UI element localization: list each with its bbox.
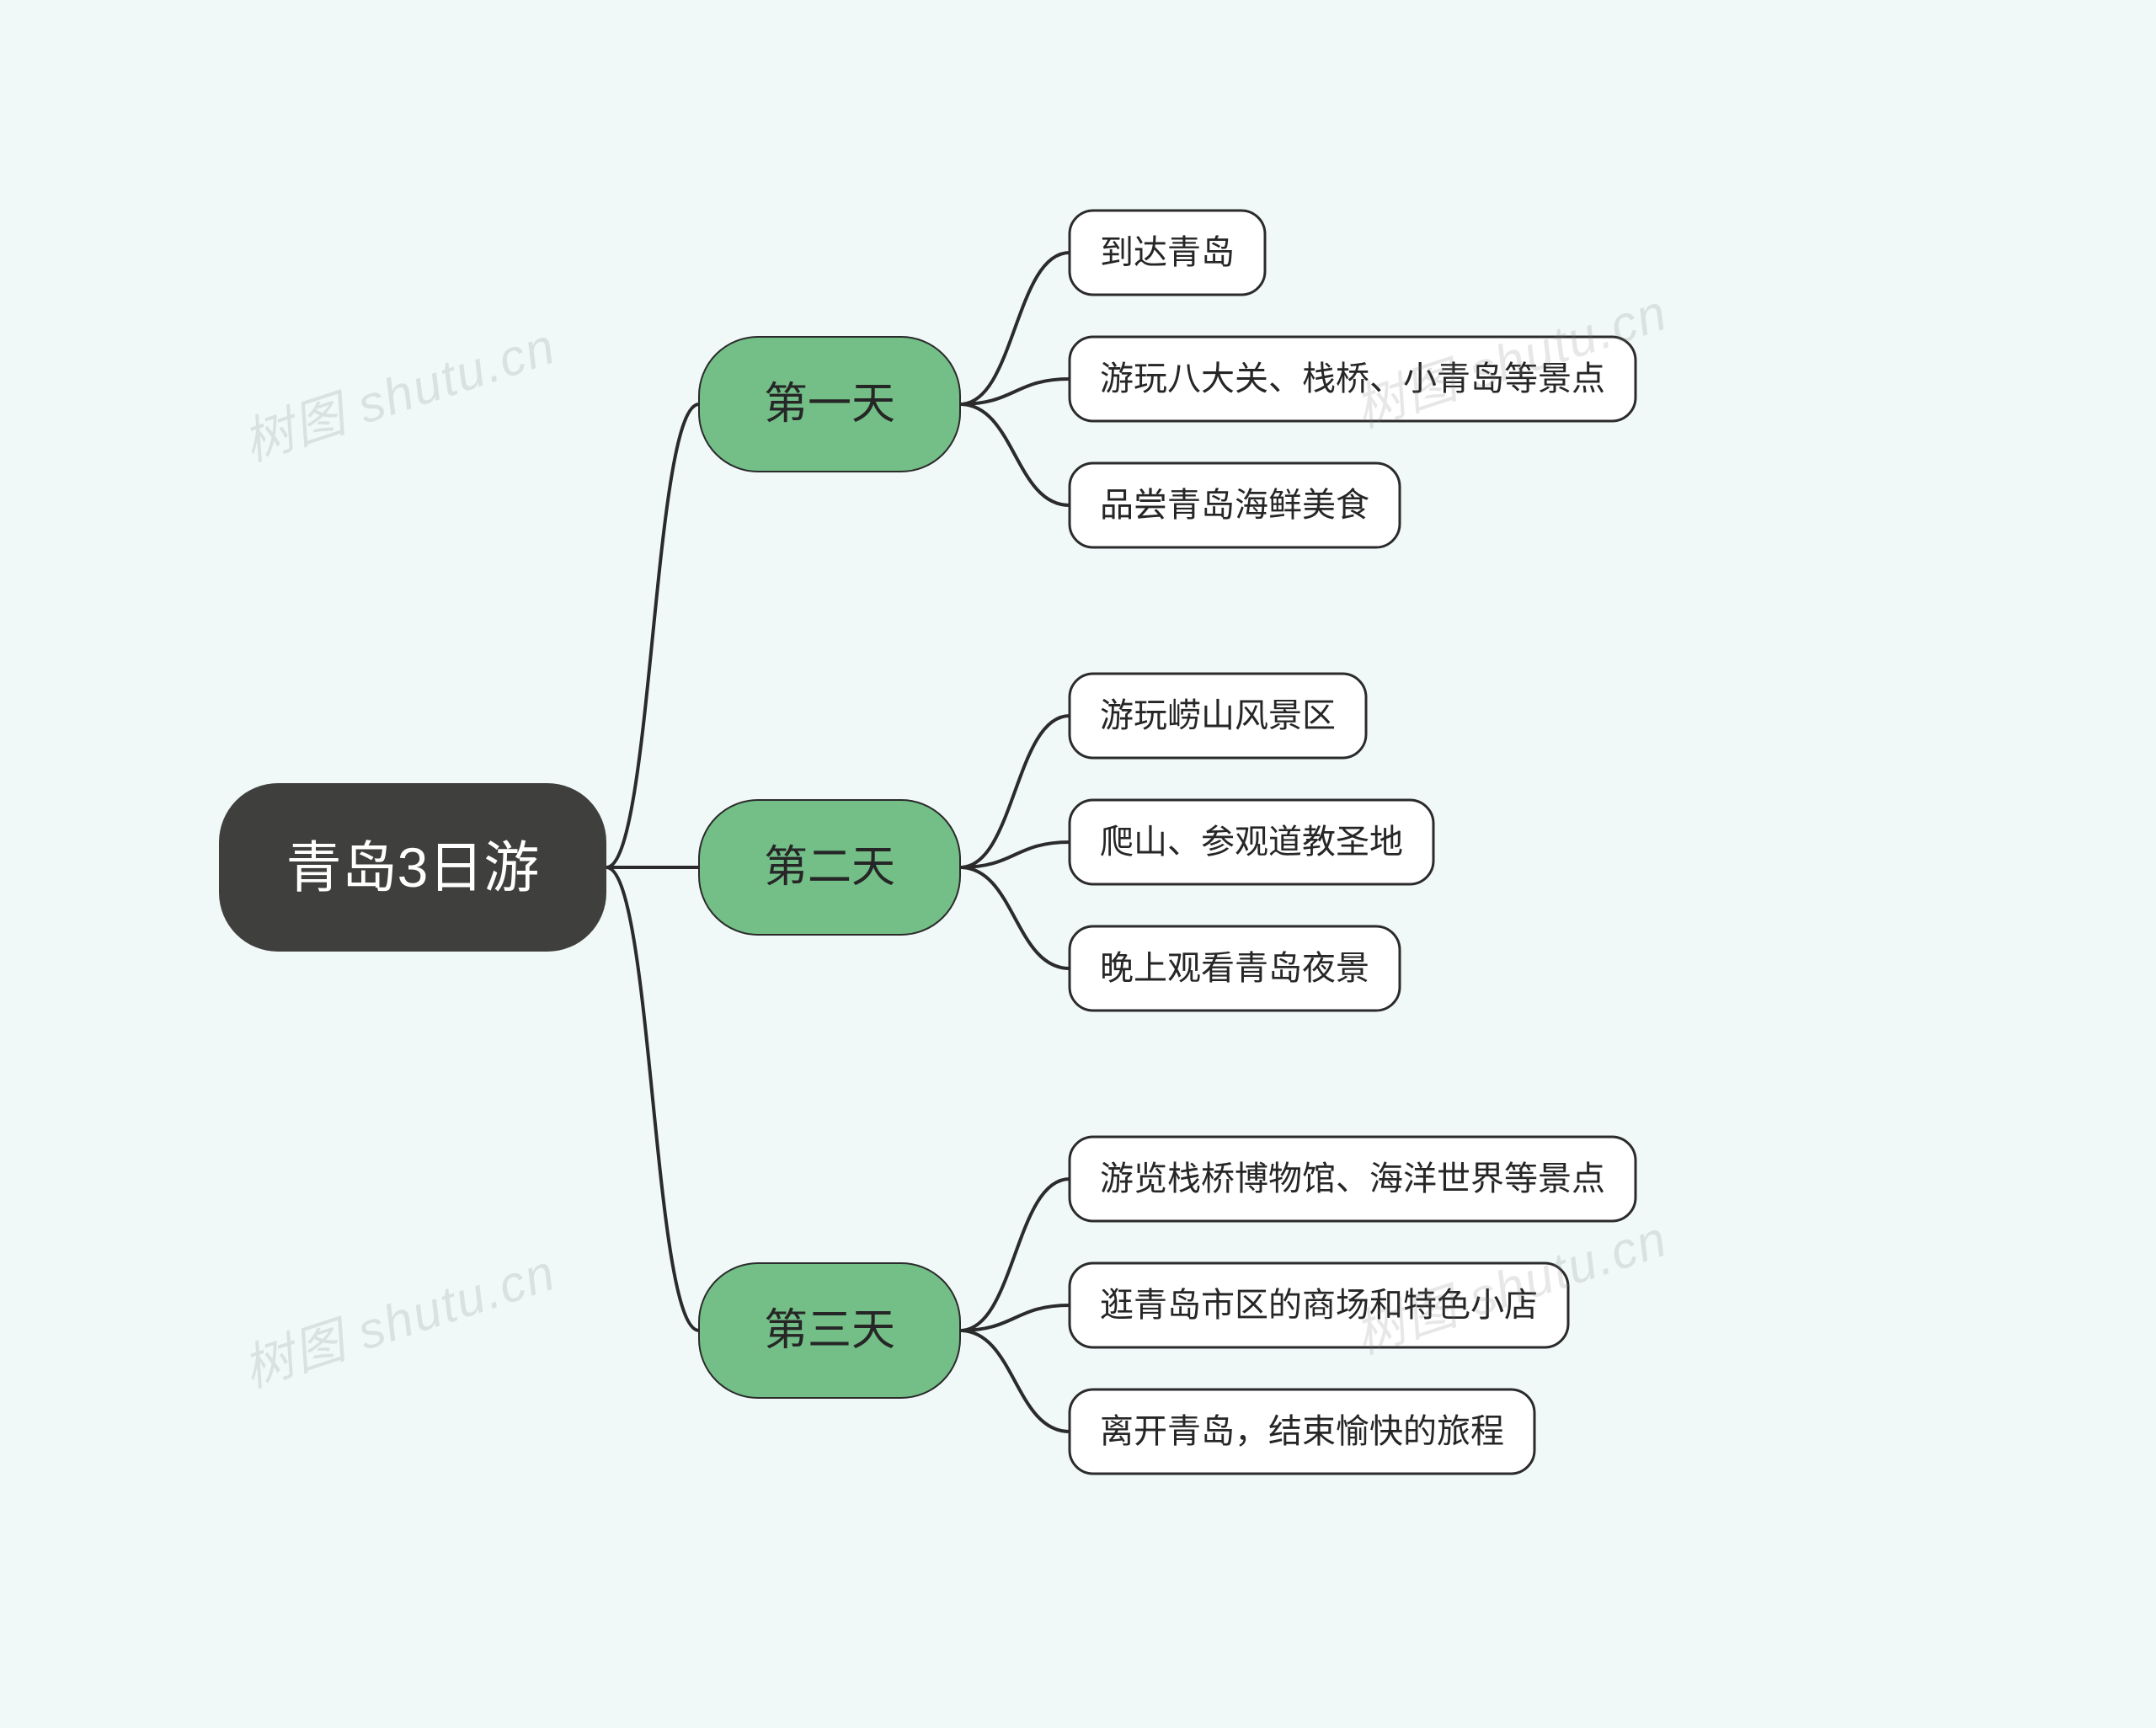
leaf-node[interactable]: 游玩崂山风景区 (1070, 674, 1366, 758)
leaf-label: 游览栈桥博物馆、海洋世界等景点 (1100, 1160, 1605, 1197)
leaf-label: 爬山、参观道教圣地 (1100, 824, 1403, 861)
root-label: 青岛3日游 (286, 836, 540, 899)
leaf-label: 晚上观看青岛夜景 (1100, 950, 1369, 987)
leaf-label: 游玩八大关、栈桥、小青岛等景点 (1100, 360, 1605, 397)
root-node[interactable]: 青岛3日游 (219, 783, 606, 952)
connector-root-branch (606, 867, 699, 1331)
leaf-label: 逛青岛市区的商场和特色小店 (1100, 1287, 1538, 1324)
branch-label: 第二天 (764, 843, 895, 892)
leaf-label: 品尝青岛海鲜美食 (1100, 487, 1369, 524)
leaf-node[interactable]: 晚上观看青岛夜景 (1070, 926, 1400, 1011)
connector-branch-leaf (960, 404, 1070, 505)
connector-root-branch (606, 404, 699, 867)
branch-label: 第一天 (764, 380, 895, 429)
leaf-node[interactable]: 到达青岛 (1070, 211, 1265, 295)
leaf-node[interactable]: 离开青岛，结束愉快的旅程 (1070, 1389, 1534, 1474)
connector-branch-leaf (960, 1331, 1070, 1432)
leaf-node[interactable]: 游玩八大关、栈桥、小青岛等景点 (1070, 337, 1636, 421)
branch-node[interactable]: 第一天 (699, 337, 960, 472)
branch-node[interactable]: 第二天 (699, 800, 960, 935)
branch-label: 第三天 (764, 1306, 895, 1355)
connector-branch-leaf (960, 867, 1070, 968)
leaf-label: 到达青岛 (1100, 234, 1235, 271)
leaf-node[interactable]: 品尝青岛海鲜美食 (1070, 463, 1400, 547)
leaf-label: 游玩崂山风景区 (1100, 697, 1336, 734)
leaf-node[interactable]: 逛青岛市区的商场和特色小店 (1070, 1263, 1568, 1347)
leaf-node[interactable]: 游览栈桥博物馆、海洋世界等景点 (1070, 1137, 1636, 1221)
leaf-node[interactable]: 爬山、参观道教圣地 (1070, 800, 1433, 884)
branch-node[interactable]: 第三天 (699, 1263, 960, 1398)
leaf-label: 离开青岛，结束愉快的旅程 (1100, 1413, 1504, 1450)
mindmap-canvas: 青岛3日游 第一天第二天第三天 到达青岛游玩八大关、栈桥、小青岛等景点品尝青岛海鲜美… (0, 0, 2156, 1728)
